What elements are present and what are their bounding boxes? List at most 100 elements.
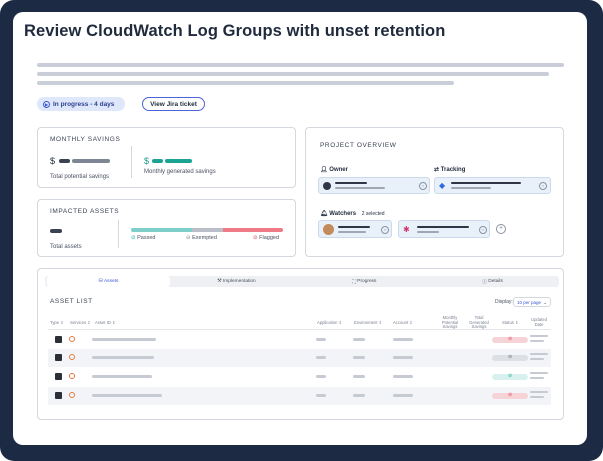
flagged-segment	[223, 228, 283, 232]
owner-email	[335, 187, 385, 189]
account-cell	[393, 356, 413, 359]
status-badge: ⊘	[492, 336, 528, 343]
tab-implementation[interactable]: ⚒ Implementation	[217, 279, 256, 284]
project-overview-heading: PROJECT OVERVIEW	[320, 142, 397, 149]
total-assets-value	[50, 229, 62, 233]
potential-savings-label: Total potential savings	[50, 174, 110, 180]
resource-type-icon	[55, 354, 62, 361]
jira-icon: ◆	[439, 181, 446, 190]
environment-cell	[353, 356, 365, 359]
currency-symbol: $	[50, 156, 56, 166]
asset-list-heading: ASSET LIST	[50, 298, 93, 305]
owner-name	[335, 182, 367, 184]
col-asset-id[interactable]: Asset ID ⇕	[95, 320, 116, 325]
watcher-email	[338, 231, 366, 233]
status-badge: ⊖	[492, 354, 528, 361]
slack-icon: ✱	[403, 225, 410, 234]
environment-cell	[353, 394, 365, 397]
tracking-title	[451, 182, 521, 184]
status-badge: ▶ In progress - 4 days	[37, 97, 125, 111]
watchers-label: 🔔︎ Watchers 2 selected	[320, 211, 385, 217]
col-account[interactable]: Account ⇕	[393, 320, 413, 325]
avatar	[323, 182, 331, 190]
check-circle-icon: ⊘	[508, 373, 513, 379]
close-icon[interactable]: ×	[539, 182, 547, 190]
chevron-down-icon: ⌄	[543, 300, 547, 305]
description-line	[37, 63, 564, 67]
watcher-email	[417, 231, 439, 233]
description-line	[37, 72, 549, 76]
col-services[interactable]: Services ⇕	[70, 320, 91, 325]
tab-details[interactable]: ⓘ Details	[482, 279, 503, 285]
application-cell	[316, 356, 326, 359]
flag-circle-icon: ⊘	[508, 336, 513, 342]
wrench-icon: ⚒	[217, 279, 222, 284]
table-row[interactable]: ⊘	[48, 387, 551, 405]
add-watcher-button[interactable]: +	[496, 224, 506, 234]
tracking-icon: ⇄	[434, 167, 440, 173]
progress-icon: ⛶	[352, 279, 356, 285]
tracking-label: ⇄ Tracking	[434, 167, 466, 173]
tab-progress[interactable]: ⛶ Progress	[352, 279, 377, 285]
col-updated-date[interactable]: Updated Date	[531, 317, 547, 327]
divider	[48, 329, 551, 330]
table-row[interactable]: ⊘	[48, 331, 551, 349]
asset-id-cell	[92, 375, 152, 378]
tracking-chip[interactable]: ◆ ×	[434, 177, 551, 194]
col-application[interactable]: Application ⇕	[317, 320, 343, 325]
status-badge: ⊘	[492, 373, 528, 380]
updated-date-cell	[530, 340, 544, 342]
environment-cell	[353, 375, 365, 378]
watcher-name	[417, 226, 469, 228]
account-cell	[393, 375, 413, 378]
updated-date-cell	[530, 358, 544, 360]
resource-type-icon	[55, 336, 62, 343]
service-icon	[69, 354, 75, 360]
watcher-chip[interactable]: ×	[318, 220, 392, 238]
minus-circle-icon: ⊖	[186, 235, 191, 241]
service-icon	[69, 336, 75, 342]
col-environment[interactable]: Environment ⇕	[354, 320, 383, 325]
updated-date-cell	[530, 396, 544, 398]
col-monthly-savings[interactable]: Monthly Potential Savings	[441, 315, 459, 330]
application-cell	[316, 394, 326, 397]
user-icon: 👤︎	[320, 167, 328, 173]
owner-chip[interactable]: ×	[318, 177, 430, 194]
service-icon	[69, 373, 75, 379]
table-row[interactable]: ⊘	[48, 368, 551, 386]
col-total-savings[interactable]: Total Generated Savings	[469, 315, 489, 330]
description-line	[37, 81, 454, 85]
info-icon: ⓘ	[482, 280, 487, 285]
divider	[131, 146, 132, 178]
close-icon[interactable]: ×	[479, 226, 487, 234]
service-icon	[69, 392, 75, 398]
flagged-legend: ⊘ Flagged	[253, 235, 280, 241]
monthly-savings-heading: MONTHLY SAVINGS	[50, 136, 121, 143]
asset-id-cell	[92, 356, 154, 359]
impacted-assets-heading: IMPACTED ASSETS	[50, 208, 120, 215]
tab-assets[interactable]: ⛁ Assets	[47, 276, 170, 287]
view-jira-button[interactable]: View Jira ticket	[142, 97, 205, 111]
flag-circle-icon: ⊘	[253, 235, 258, 241]
generated-savings-label: Monthly generated savings	[144, 169, 216, 175]
bell-icon: 🔔︎	[320, 211, 328, 217]
project-overview-panel: PROJECT OVERVIEW 👤︎ Owner ⇄ Tracking × ◆…	[305, 127, 564, 257]
asset-id-cell	[92, 394, 162, 397]
col-type[interactable]: Type ⇕	[50, 320, 64, 325]
updated-date-cell	[530, 353, 548, 355]
watcher-chip[interactable]: ✱ ×	[398, 220, 490, 238]
monthly-savings-panel: MONTHLY SAVINGS $ Total potential saving…	[37, 127, 296, 188]
resource-type-icon	[55, 392, 62, 399]
updated-date-cell	[530, 372, 548, 374]
owner-label: 👤︎ Owner	[320, 167, 348, 173]
display-select[interactable]: 10 per page ⌄	[513, 297, 551, 307]
close-icon[interactable]: ×	[419, 182, 427, 190]
table-row[interactable]: ⊖	[48, 349, 551, 367]
impacted-assets-panel: IMPACTED ASSETS Total assets ⊘ Passed ⊖ …	[37, 199, 296, 257]
play-circle-icon: ▶	[43, 100, 50, 108]
close-icon[interactable]: ×	[381, 226, 389, 234]
application-cell	[316, 375, 326, 378]
asset-id-cell	[92, 338, 156, 341]
updated-date-cell	[530, 391, 548, 393]
col-status[interactable]: Status ⇕	[502, 320, 519, 325]
